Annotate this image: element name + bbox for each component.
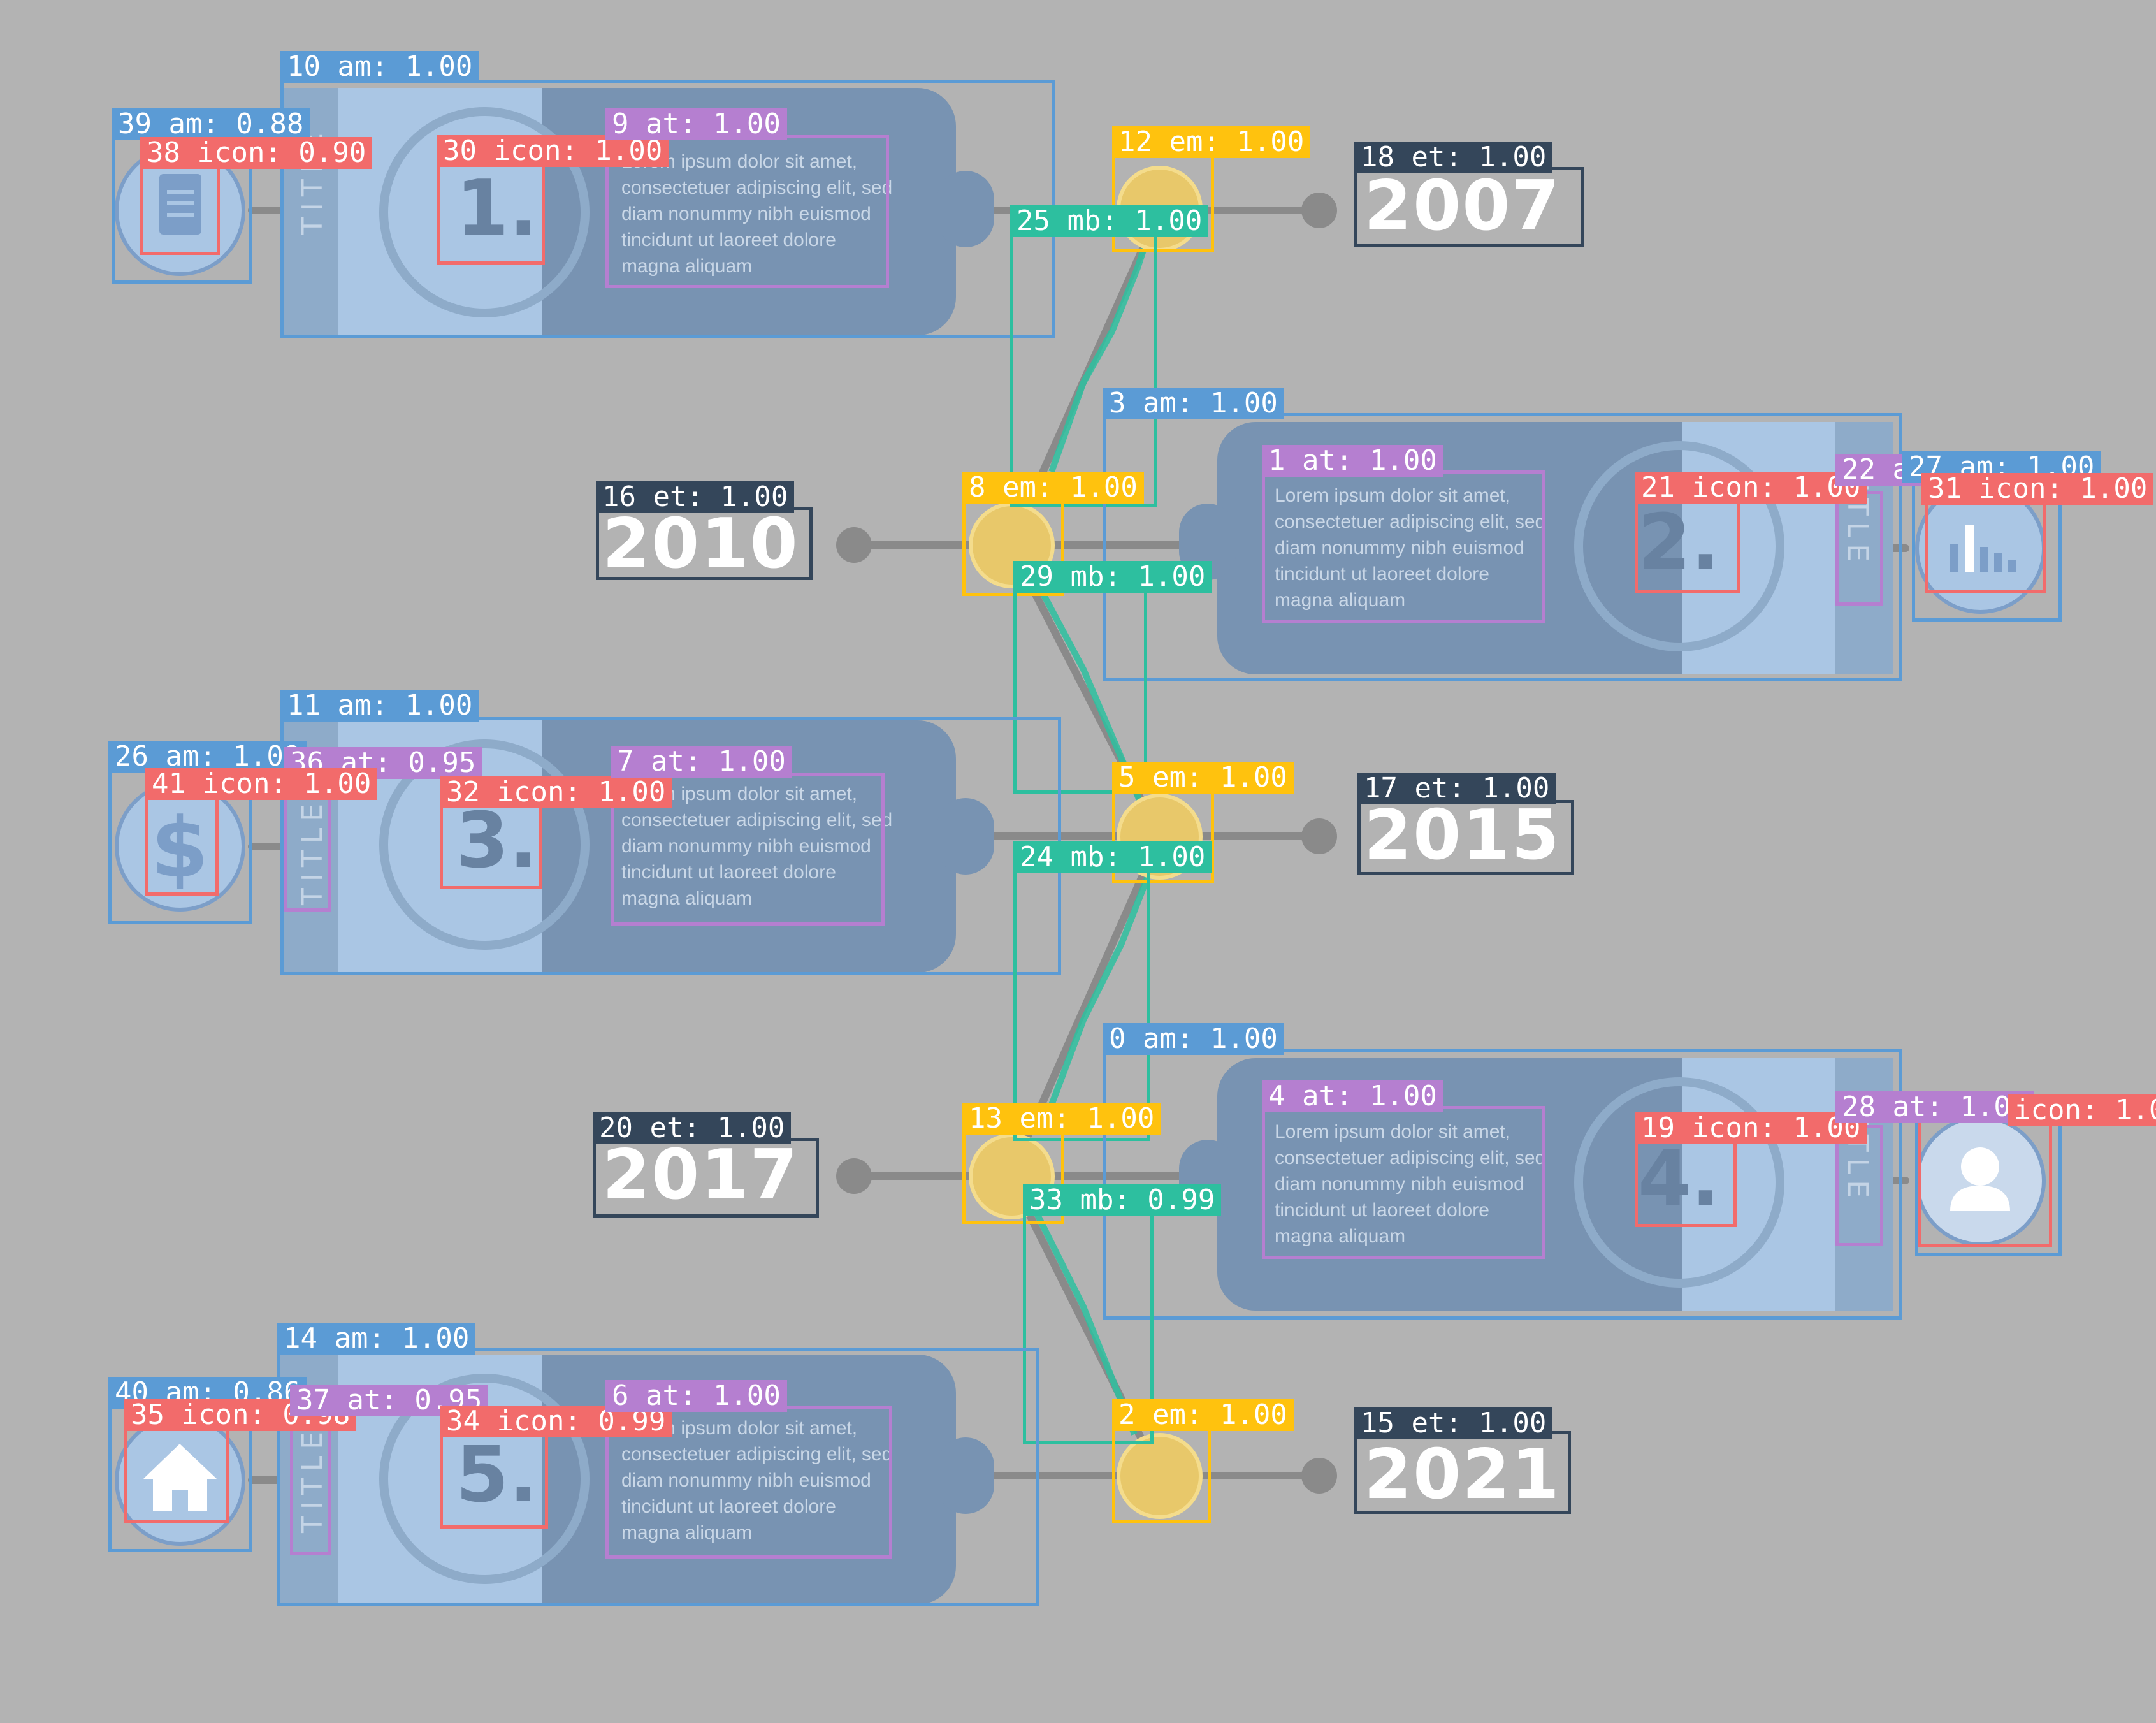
card-number: 5. [456,1431,539,1520]
detection-box [284,781,331,912]
detection-label: 28 at: 1.00 [1835,1091,2034,1123]
svg-text:$: $ [151,799,208,896]
detection-box [1354,167,1584,247]
detection-box [1835,491,1883,606]
detection-label: 32 icon: 1.00 [440,776,672,808]
detection-label: 9 at: 1.00 [605,108,787,140]
detection-label: 33 mb: 0.99 [1023,1184,1222,1216]
card-number: 1. [456,164,539,253]
detection-label: 3 am: 1.00 [1103,388,1284,419]
detection-box [1635,1131,1737,1227]
detection-box [1918,1117,2052,1247]
detection-label: 13 em: 1.00 [962,1103,1161,1135]
detection-box [1925,497,2046,593]
year-label: 2007 [1364,166,1561,246]
detection-box [124,1421,229,1523]
card-body-text: Lorem ipsum dolor sit amet, consectetuer… [1275,1121,1546,1247]
year-label: 2021 [1364,1435,1561,1515]
document-icon [115,145,245,276]
detection-box [440,1427,548,1529]
year-label: 2017 [602,1135,799,1215]
detection-label: 41 icon: 1.00 [145,768,378,800]
detection-label: 38 icon: 0.90 [140,137,373,169]
detection-label: 6 at: 1.00 [605,1380,787,1412]
detection-box [1262,470,1545,623]
detection-label: 8 em: 1.00 [962,472,1144,504]
detection-box [1103,1049,1902,1320]
detection-label: 11 am: 1.00 [280,690,479,722]
card-number: 4. [1638,1135,1721,1223]
detection-label: 17 et: 1.00 [1357,773,1556,804]
year-label: 2010 [602,504,799,584]
card-tab [937,1437,994,1514]
detection-label: 25 mb: 1.00 [1010,205,1209,237]
detection-label: 10 am: 1.00 [280,51,479,83]
card-number: 2. [1638,498,1721,587]
detection-box [145,794,219,896]
detection-box [1357,800,1574,875]
detection-label: 5 em: 1.00 [1112,762,1294,794]
detection-label: 4 at: 1.00 [1262,1080,1443,1112]
detection-label: 31 icon: 1.00 [1921,473,2154,505]
timeline-node [1117,1433,1203,1519]
detection-label: icon: 1.00 [2008,1094,2156,1126]
endpoint-dot [836,527,872,563]
detection-box [437,163,545,265]
detection-box [290,1412,331,1555]
detection-box [596,507,813,580]
detection-box [593,1138,819,1218]
path-highlight [1029,572,1144,804]
detection-label: 21 icon: 1.00 [1635,472,1867,504]
card-body-text: Lorem ipsum dolor sit amet, consectetuer… [621,1418,893,1543]
detection-label: 12 em: 1.00 [1112,126,1311,158]
card-number: 3. [456,797,539,885]
card-tab [937,798,994,875]
detection-label: 20 et: 1.00 [593,1112,792,1144]
path-highlight [1029,1203,1138,1436]
path-highlight [1042,869,1154,1123]
year-label: 2015 [1364,796,1561,875]
detection-label: 26 am: 1.00 [108,741,307,773]
card-tab [937,171,994,247]
detection-label: 29 mb: 1.00 [1013,561,1212,593]
endpoint-dot [1301,193,1337,228]
detection-box [140,163,220,255]
detection-label: 1 at: 1.00 [1262,445,1443,477]
detection-label: 19 icon: 1.00 [1635,1112,1867,1144]
detection-label: 15 et: 1.00 [1354,1407,1553,1439]
detection-label: 34 icon: 0.99 [440,1406,672,1437]
detection-label: 24 mb: 1.00 [1013,841,1212,873]
detection-label: 39 am: 0.88 [112,108,310,140]
detection-box [1635,500,1740,593]
detection-box [1354,1431,1571,1514]
detection-label: 18 et: 1.00 [1354,142,1553,173]
detection-label: 14 am: 1.00 [277,1323,476,1355]
detection-label: 16 et: 1.00 [596,481,795,513]
endpoint-dot [1301,818,1337,854]
detection-box [277,1348,1039,1606]
endpoint-dot [836,1158,872,1194]
path-highlight [1048,228,1154,473]
home-icon [115,1415,245,1546]
detection-box [1262,1106,1545,1259]
detection-box [1103,413,1902,681]
detection-label: 2 em: 1.00 [1112,1399,1294,1431]
detection-box [1112,1425,1211,1523]
detection-label: 0 am: 1.00 [1103,1023,1284,1055]
card-body-text: Lorem ipsum dolor sit amet, consectetuer… [1275,485,1546,611]
endpoint-dot [1301,1458,1337,1494]
detection-label: 7 at: 1.00 [611,746,792,778]
